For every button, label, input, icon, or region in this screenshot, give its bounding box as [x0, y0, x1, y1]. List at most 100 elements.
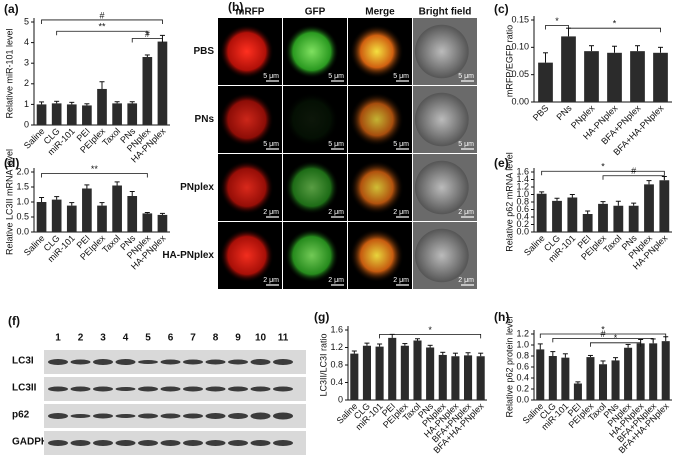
lane-number: 8: [213, 333, 219, 344]
blot-band: [115, 440, 136, 446]
blot-band: [93, 359, 113, 365]
bar: [598, 203, 608, 232]
blot-band: [250, 359, 271, 365]
blot-band: [183, 440, 203, 446]
lane-number: 11: [278, 333, 289, 344]
cell-signal: [284, 160, 339, 215]
panel-label: (f): [8, 314, 20, 328]
row-label: PNs: [195, 114, 215, 125]
y-tick-label: 0: [24, 119, 29, 129]
cell-signal: [349, 92, 404, 147]
significance-label: *: [601, 324, 605, 334]
y-tick-label: 0.8: [330, 359, 343, 369]
bar: [586, 357, 595, 400]
panel-label: (h): [494, 310, 509, 324]
scale-bar-label: 2 μm: [328, 209, 344, 216]
panel-label: (a): [4, 2, 19, 16]
bar: [400, 345, 409, 400]
blot-band: [70, 414, 91, 418]
scale-bar-label: 2 μm: [393, 209, 409, 216]
column-header: Merge: [365, 7, 395, 18]
significance-label: #: [631, 166, 636, 176]
significance-bracket: [131, 38, 163, 43]
cell-signal: [284, 228, 339, 283]
cell-signal: [349, 228, 404, 283]
y-tick-label: 2: [24, 78, 29, 88]
bar: [127, 196, 138, 232]
significance-label: *: [614, 333, 618, 343]
blot-band: [160, 359, 181, 365]
bar: [112, 103, 122, 125]
cell-signal: [414, 24, 469, 79]
blot-band: [115, 414, 136, 418]
blot-band: [93, 413, 113, 419]
y-tick-label: 0: [338, 394, 343, 404]
y-tick-label: 1.6: [330, 324, 343, 334]
bar: [536, 349, 545, 400]
blot-band: [48, 440, 68, 446]
x-tick-label: PBS: [531, 103, 551, 123]
scale-bar-label: 5 μm: [263, 141, 279, 148]
significance-label: *: [601, 162, 605, 172]
scale-bar-label: 2 μm: [458, 277, 474, 284]
scale-bar-label: 2 μm: [393, 277, 409, 284]
bar: [157, 214, 168, 232]
bar: [362, 345, 371, 400]
y-tick-label: 0.05: [511, 69, 529, 79]
scale-bar-label: 5 μm: [458, 73, 474, 80]
blot-band: [160, 386, 181, 392]
significance-bracket: [41, 19, 163, 24]
blot-band: [70, 359, 91, 365]
bar: [607, 52, 622, 102]
significance-label: *: [555, 16, 559, 26]
y-axis-label: Relative LC3II mRNA level: [4, 149, 14, 255]
blot-band: [205, 440, 226, 446]
lane-number: 5: [145, 333, 151, 344]
significance-label: **: [91, 164, 99, 174]
row-label: PBS: [193, 46, 214, 57]
bar: [561, 357, 570, 400]
bar: [573, 383, 582, 400]
bar: [661, 341, 670, 400]
bar: [567, 197, 578, 232]
y-tick-label: 1.6: [516, 166, 529, 176]
scale-bar-label: 5 μm: [458, 141, 474, 148]
bar: [611, 360, 620, 400]
bar: [66, 205, 77, 232]
bar: [66, 104, 77, 125]
blot-band: [160, 413, 181, 419]
bar: [157, 41, 168, 125]
y-tick-label: 5: [24, 16, 29, 26]
blot-row-label: LC3II: [12, 383, 37, 394]
significance-bracket: [602, 175, 665, 180]
y-axis-label: LC3II/LC3I ratio: [318, 333, 328, 396]
y-tick-label: 0.2: [516, 219, 529, 229]
bar: [51, 199, 62, 232]
column-header: GFP: [305, 7, 326, 18]
blot-row-label: p62: [12, 410, 30, 421]
bar: [438, 354, 447, 400]
bar: [451, 356, 460, 400]
y-tick-label: 1.4: [516, 174, 529, 184]
y-tick-label: 0.0: [516, 226, 529, 236]
cell-signal: [414, 228, 469, 283]
scale-bar-label: 2 μm: [263, 277, 279, 284]
bar: [142, 57, 153, 125]
y-axis-label: Relative miR-101 level: [4, 28, 14, 118]
panel-label: (d): [4, 156, 19, 170]
blot-band: [138, 360, 158, 364]
lane-number: 2: [78, 333, 84, 344]
bar: [413, 340, 422, 400]
significance-label: #: [600, 329, 605, 339]
blot-band: [228, 386, 248, 392]
lane-number: 4: [123, 333, 129, 344]
blot-band: [183, 359, 203, 365]
bar: [82, 188, 92, 232]
y-tick-label: 0.6: [516, 204, 529, 214]
scale-bar-label: 5 μm: [393, 141, 409, 148]
bar: [426, 347, 435, 400]
cell-signal: [219, 228, 274, 283]
y-tick-label: 0.4: [330, 377, 343, 387]
blot-band: [205, 413, 226, 419]
significance-bracket: [541, 170, 665, 176]
